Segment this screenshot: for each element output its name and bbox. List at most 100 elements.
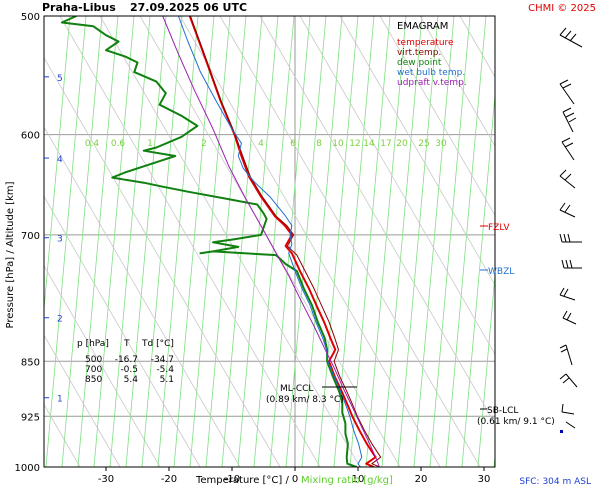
series-virt-temp [189, 16, 382, 467]
mixing-ratio-line [285, 16, 327, 467]
fzlv-label: FZLV [488, 223, 510, 233]
mixing-ratio-label: 17 [380, 139, 391, 149]
mixing-ratio-line [381, 16, 423, 467]
mixing-ratio-labels: 0.4 0.6 1 2 4 6 8 10 12 14 17 20 25 30 [85, 139, 447, 149]
profile-lines [60, 16, 382, 467]
table-cell: -16.7 [115, 355, 138, 365]
mixing-ratio-line [125, 16, 167, 467]
dry-adiabat [44, 334, 121, 467]
altitude-tick-label: 3 [57, 235, 63, 245]
series-wet-bulb-temp [177, 16, 363, 467]
mixing-ratio-line [109, 16, 151, 467]
mixing-ratio-label: 30 [435, 139, 447, 149]
mixing-ratio-label: 25 [418, 139, 429, 149]
dry-adiabat [299, 16, 495, 356]
dry-adiabat [44, 264, 161, 467]
wind-barb [559, 287, 576, 301]
mixing-ratio-line [253, 16, 295, 467]
x-axis-label: Temperature [°C] / [195, 475, 289, 486]
mixing-ratio-line [317, 16, 359, 467]
mixing-ratio-label: 0.6 [111, 139, 126, 149]
altitude-tick-label: 2 [57, 315, 63, 325]
mixing-ratio-line [61, 16, 103, 467]
temperature-tick-label: 10 [352, 474, 365, 485]
series-udpraft-v-temp [162, 16, 380, 467]
wind-barb [562, 310, 577, 325]
mixing-ratio-line [221, 16, 263, 467]
table-cell: 5.1 [160, 375, 174, 385]
mixing-ratio-line [445, 16, 487, 467]
mixing-ratio-lines [44, 16, 495, 467]
legend-title: EMAGRAM [397, 21, 448, 32]
temperature-tick-label: 30 [478, 474, 491, 485]
dry-adiabat [179, 16, 441, 467]
wind-barb [559, 344, 573, 366]
level-annotations: FZLV WBZL ML-CCL (0.89 km/ 8.3 °C) SB-LC… [266, 223, 555, 427]
mixing-ratio-label: 2 [201, 139, 207, 149]
sb-lcl-label: SB-LCL [487, 406, 518, 416]
mixing-ratio-line [93, 16, 135, 467]
mixing-ratio-line [141, 16, 183, 467]
mixing-ratio-line [157, 16, 199, 467]
series-dew-point [60, 16, 358, 467]
legend-item-updraft: udpraft v.temp. [397, 78, 467, 88]
table-header-p: p [hPa] [77, 339, 109, 349]
mixing-ratio-label: 14 [363, 139, 375, 149]
pressure-tick-label: 600 [21, 131, 40, 142]
dry-adiabat [99, 16, 361, 467]
wind-barb [561, 137, 575, 161]
sb-lcl-detail: (0.61 km/ 9.1 °C) [477, 417, 555, 427]
temperature-tick-label: -30 [98, 474, 114, 485]
mixing-ratio-line [365, 16, 407, 467]
pressure-ticks: 500 600 700 850 925 1000 [15, 12, 40, 474]
wind-barb [561, 259, 582, 269]
altitude-tick-label: 5 [57, 74, 63, 84]
table-header-td: Td [°C] [141, 339, 174, 349]
dry-adiabat [44, 126, 241, 467]
dry-adiabat [44, 195, 201, 467]
dry-adiabat [219, 16, 481, 467]
table-cell: -0.5 [120, 365, 138, 375]
temperature-tick-label: 0 [292, 474, 298, 485]
mixing-ratio-label: 10 [332, 139, 344, 149]
mixing-ratio-line [413, 16, 455, 467]
mixing-ratio-label: 4 [258, 139, 264, 149]
dry-adiabats [44, 16, 600, 467]
mixing-ratio-label: 20 [396, 139, 408, 149]
altitude-ticks: 5 4 3 2 1 [44, 74, 63, 405]
legend-item-dew-point: dew point [397, 58, 442, 68]
table-cell: -5.4 [156, 365, 174, 375]
mixing-ratio-label: 1 [147, 139, 153, 149]
wbzl-label: WBZL [488, 267, 514, 277]
wind-barb [561, 403, 575, 415]
legend-item-virt-temp: virt.temp. [397, 48, 441, 58]
dry-adiabat [500, 16, 600, 467]
temperature-tick-label: -20 [161, 474, 177, 485]
sounding-table: p [hPa] T Td [°C] 500 -16.7 -34.7 700 -0… [77, 339, 174, 385]
mixing-ratio-line [301, 16, 343, 467]
pressure-tick-label: 1000 [15, 463, 40, 474]
dry-adiabat [419, 16, 495, 147]
mixing-ratio-line [237, 16, 279, 467]
dry-adiabat [379, 16, 495, 217]
mixing-ratio-label: 6 [290, 139, 296, 149]
ml-ccl-detail: (0.89 km/ 8.3 °C) [266, 395, 344, 405]
wind-barb [565, 421, 576, 429]
mixing-ratio-axis-label: Mixing ratio [g/kg] [301, 475, 393, 486]
y-axis-label: Pressure [hPa] / Altitude [km] [5, 181, 16, 328]
wind-barb [559, 202, 576, 218]
surface-elevation-label: SFC: 304 m ASL [519, 477, 591, 487]
table-cell: 500 [85, 355, 102, 365]
dry-adiabat [44, 56, 281, 467]
table-cell: -34.7 [151, 355, 174, 365]
table-cell: 700 [85, 365, 102, 375]
plot-frame [43, 15, 496, 468]
legend: EMAGRAM temperature virt.temp. dew point… [397, 21, 467, 88]
mixing-ratio-line [477, 270, 495, 467]
dry-adiabat [580, 16, 600, 467]
pressure-tick-label: 850 [21, 357, 40, 368]
table-header-t: T [123, 339, 130, 349]
wind-barbs [559, 27, 583, 433]
datetime-title: 27.09.2025 06 UTC [130, 1, 247, 14]
wind-barb [559, 79, 575, 105]
